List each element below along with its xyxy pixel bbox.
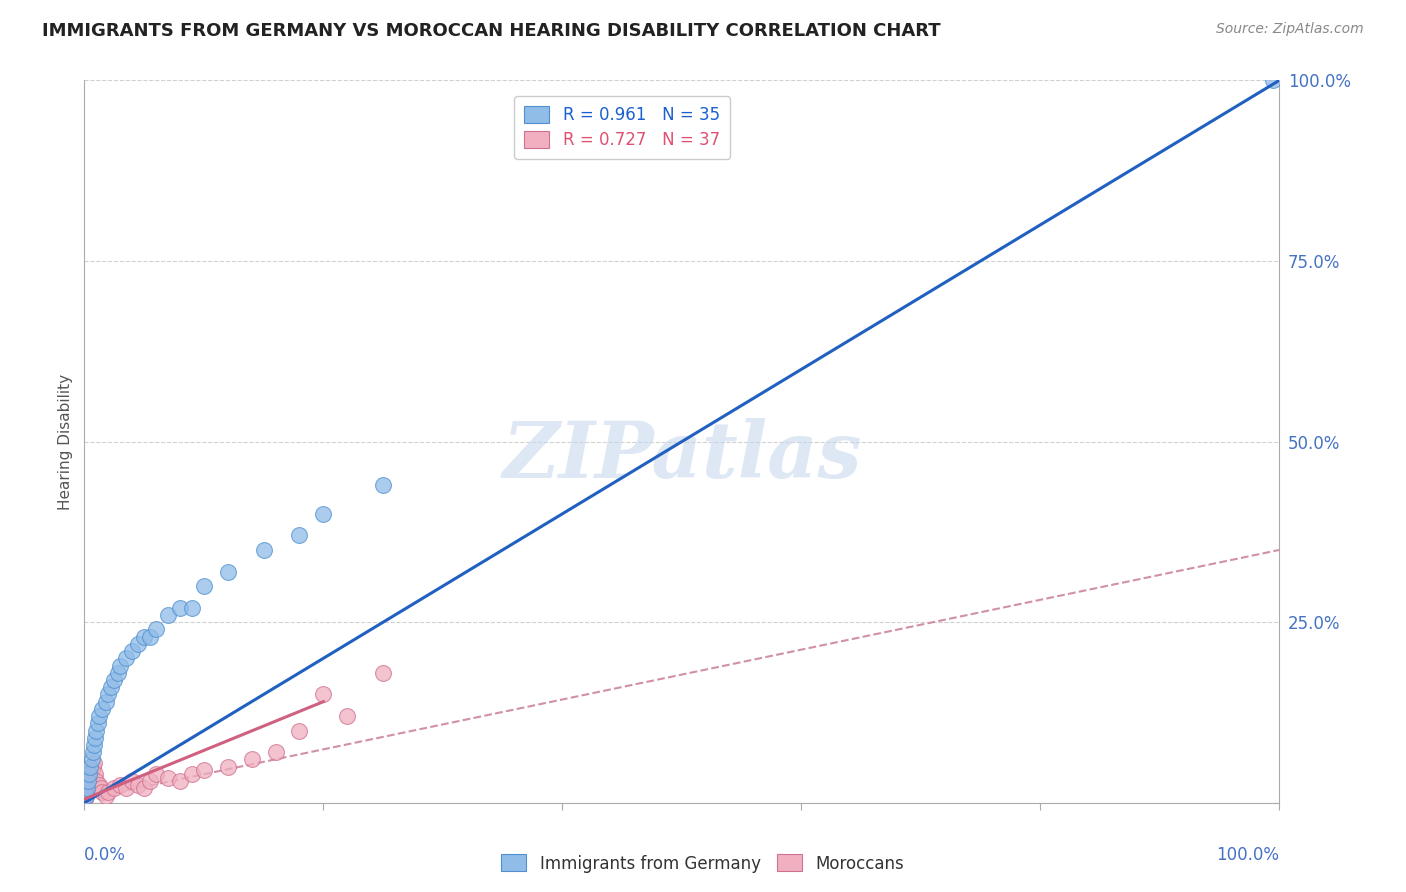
Point: [94, 789, 117, 803]
Point: [121, 774, 143, 789]
Point: [100, 680, 122, 694]
Point: [217, 565, 239, 579]
Point: [373, 478, 395, 492]
Point: [86, 774, 108, 789]
Point: [127, 637, 149, 651]
Point: [91, 785, 114, 799]
Point: [94, 695, 117, 709]
Point: [76, 778, 98, 792]
Point: [82, 745, 104, 759]
Text: 0.0%: 0.0%: [84, 847, 127, 864]
Point: [193, 579, 215, 593]
Point: [288, 723, 311, 738]
Point: [373, 665, 395, 680]
Point: [253, 542, 276, 557]
Point: [103, 781, 125, 796]
Point: [288, 528, 311, 542]
Legend: Immigrants from Germany, Moroccans: Immigrants from Germany, Moroccans: [495, 847, 911, 880]
Point: [76, 781, 98, 796]
Point: [132, 630, 156, 644]
Point: [77, 774, 100, 789]
Point: [82, 760, 104, 774]
Point: [115, 781, 138, 796]
Point: [84, 731, 107, 745]
Point: [77, 767, 100, 781]
Point: [90, 781, 112, 796]
Point: [76, 781, 98, 796]
Point: [157, 771, 180, 785]
Point: [312, 507, 335, 521]
Point: [75, 789, 97, 803]
Point: [121, 644, 143, 658]
Text: 100.0%: 100.0%: [1216, 847, 1279, 864]
Point: [169, 774, 191, 789]
Point: [86, 716, 108, 731]
Point: [181, 600, 204, 615]
Point: [139, 630, 162, 644]
Point: [73, 792, 96, 806]
Point: [1263, 73, 1285, 87]
Point: [97, 687, 120, 701]
Point: [77, 774, 100, 789]
Point: [110, 778, 132, 792]
Point: [91, 702, 114, 716]
Point: [169, 600, 191, 615]
Point: [115, 651, 138, 665]
Point: [80, 752, 103, 766]
Point: [83, 756, 105, 770]
Point: [107, 665, 129, 680]
Point: [87, 778, 110, 792]
Point: [181, 767, 204, 781]
Point: [139, 774, 162, 789]
Point: [193, 764, 215, 778]
Y-axis label: Hearing Disability: Hearing Disability: [58, 374, 73, 509]
Point: [79, 760, 101, 774]
Point: [77, 771, 100, 785]
Point: [264, 745, 287, 759]
Point: [132, 781, 156, 796]
Point: [86, 723, 108, 738]
Point: [83, 738, 105, 752]
Point: [87, 709, 110, 723]
Text: IMMIGRANTS FROM GERMANY VS MOROCCAN HEARING DISABILITY CORRELATION CHART: IMMIGRANTS FROM GERMANY VS MOROCCAN HEAR…: [42, 22, 941, 40]
Point: [145, 767, 167, 781]
Legend: R = 0.961   N = 35, R = 0.727   N = 37: R = 0.961 N = 35, R = 0.727 N = 37: [515, 95, 730, 159]
Point: [79, 767, 101, 781]
Point: [312, 687, 335, 701]
Point: [110, 658, 132, 673]
Point: [97, 785, 120, 799]
Point: [240, 752, 263, 766]
Point: [336, 709, 359, 723]
Point: [84, 767, 107, 781]
Point: [103, 673, 125, 687]
Point: [145, 623, 167, 637]
Point: [157, 607, 180, 622]
Text: Source: ZipAtlas.com: Source: ZipAtlas.com: [1216, 22, 1364, 37]
Point: [75, 785, 97, 799]
Point: [127, 778, 149, 792]
Point: [75, 789, 97, 803]
Point: [80, 764, 103, 778]
Point: [217, 760, 239, 774]
Text: ZIPatlas: ZIPatlas: [502, 417, 862, 494]
